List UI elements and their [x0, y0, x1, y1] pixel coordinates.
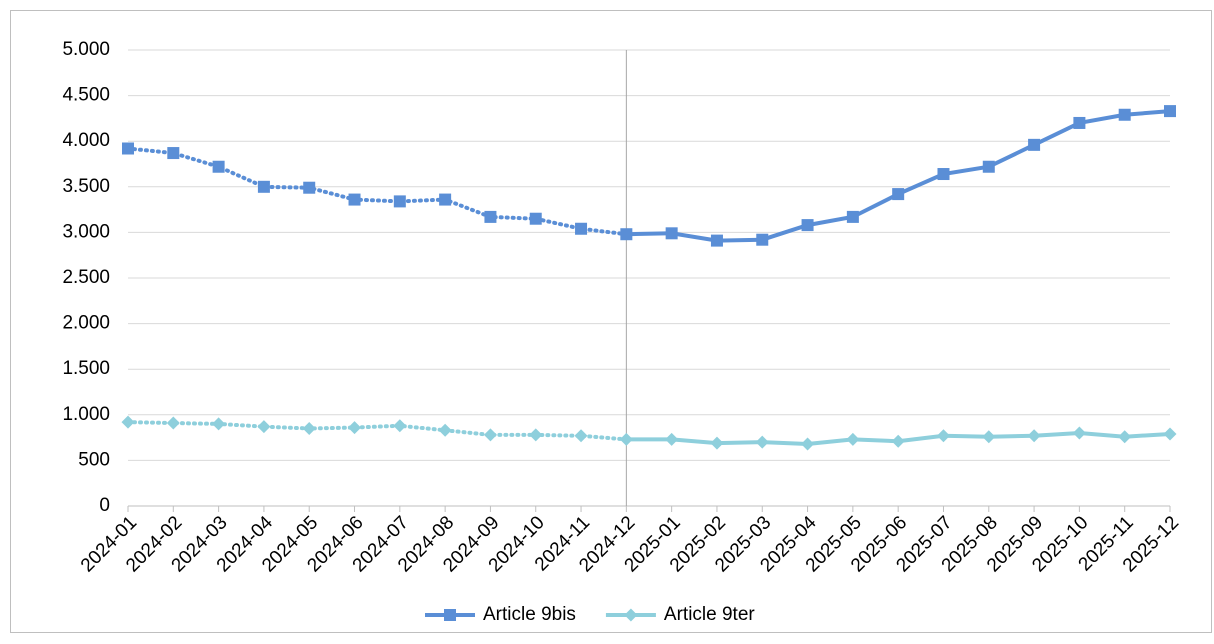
marker — [846, 210, 859, 223]
marker — [1027, 429, 1041, 443]
marker — [1164, 105, 1176, 118]
marker — [710, 436, 724, 450]
marker — [212, 417, 226, 431]
y-tick-label: 500 — [78, 449, 110, 470]
y-tick-label: 2.500 — [62, 267, 110, 288]
marker — [575, 222, 588, 235]
marker — [393, 419, 407, 433]
marker — [1073, 116, 1086, 129]
marker — [619, 432, 633, 446]
marker — [122, 142, 134, 155]
marker — [439, 193, 452, 206]
y-tick-label: 3.500 — [62, 176, 110, 197]
y-tick-label: 0 — [99, 495, 110, 516]
marker — [303, 181, 316, 194]
marker — [1118, 430, 1132, 444]
marker — [529, 212, 542, 225]
marker — [438, 423, 452, 437]
marker — [484, 210, 497, 223]
marker — [166, 416, 180, 430]
marker — [620, 228, 633, 241]
marker — [936, 429, 950, 443]
marker — [348, 193, 361, 206]
legend-label: Article 9ter — [664, 604, 755, 625]
y-tick-label: 2.000 — [62, 313, 110, 334]
marker — [982, 430, 996, 444]
chart-frame — [10, 10, 1212, 633]
marker — [665, 432, 679, 446]
series-line — [126, 420, 629, 442]
marker — [665, 227, 678, 240]
marker — [121, 415, 135, 429]
marker — [982, 160, 995, 173]
marker — [756, 233, 769, 246]
series-line — [126, 146, 629, 237]
marker — [167, 147, 180, 160]
marker — [801, 437, 815, 451]
y-tick-label: 3.000 — [62, 221, 110, 242]
marker — [529, 428, 543, 442]
marker — [212, 160, 225, 173]
y-tick-label: 4.500 — [62, 85, 110, 106]
marker — [257, 180, 270, 193]
legend-label: Article 9bis — [483, 604, 576, 625]
marker — [257, 420, 271, 434]
legend-marker — [444, 609, 456, 621]
marker — [1118, 108, 1131, 121]
marker — [937, 168, 950, 181]
marker — [348, 421, 362, 435]
marker — [1028, 138, 1041, 151]
marker — [710, 234, 723, 247]
y-tick-label: 5.000 — [62, 39, 110, 60]
marker — [892, 188, 905, 201]
y-tick-label: 1.500 — [62, 358, 110, 379]
y-tick-label: 4.000 — [62, 130, 110, 151]
marker — [1163, 427, 1177, 441]
marker — [1072, 426, 1086, 440]
marker — [801, 219, 814, 232]
marker — [393, 195, 406, 208]
y-tick-label: 1.000 — [62, 404, 110, 425]
marker — [302, 421, 316, 435]
marker — [891, 434, 905, 448]
legend-marker — [624, 608, 638, 622]
marker — [483, 428, 497, 442]
marker — [755, 435, 769, 449]
marker — [846, 432, 860, 446]
marker — [574, 429, 588, 443]
